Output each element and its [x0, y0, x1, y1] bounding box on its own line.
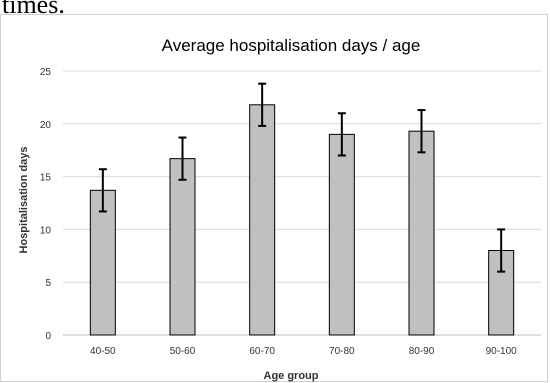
x-tick-label: 60-70	[249, 346, 275, 357]
x-tick-label: 90-100	[486, 346, 518, 357]
error-bar	[417, 109, 426, 154]
y-tick-label: 0	[45, 331, 51, 342]
y-tick-label: 25	[40, 67, 52, 78]
x-axis-label: Age group	[264, 370, 319, 382]
y-tick-label: 10	[40, 225, 52, 236]
page-header-text: times.	[2, 0, 65, 18]
y-axis-label: Hospitalisation days	[18, 147, 30, 254]
bar	[89, 189, 116, 336]
bar	[328, 133, 355, 336]
bar	[408, 130, 435, 336]
chart-title: Average hospitalisation days / age	[162, 36, 421, 55]
bar	[169, 158, 196, 336]
bar-chart: 0 5 10 15 20 25 40-50 50-60 60-70 70-80 80-90 90-1…	[18, 36, 541, 382]
bar	[249, 104, 276, 336]
error-bar	[497, 228, 506, 273]
error-bar	[258, 82, 267, 127]
x-tick-label: 50-60	[170, 346, 196, 357]
x-tick-label: 80-90	[409, 346, 435, 357]
error-bar	[98, 168, 107, 213]
x-tick-label: 40-50	[90, 346, 116, 357]
y-tick-label: 15	[40, 173, 52, 184]
chart-area: 0 5 10 15 20 25 40-50 50-60 60-70 70-80 80-90 90-1…	[0, 14, 548, 382]
error-bar	[337, 112, 346, 157]
y-tick-label: 5	[45, 278, 51, 289]
x-tick-label: 70-80	[329, 346, 355, 357]
error-bar	[178, 136, 187, 181]
y-tick-label: 20	[40, 120, 52, 131]
